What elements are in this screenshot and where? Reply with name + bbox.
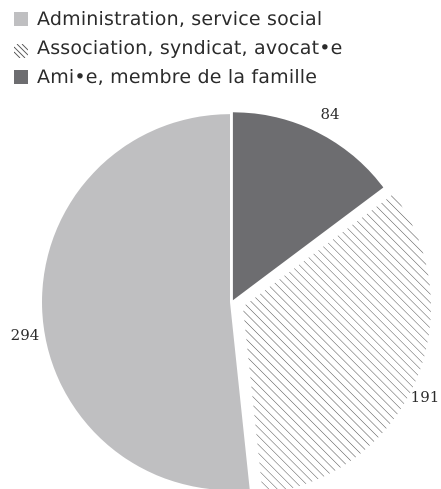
data-label-administration: 294: [11, 326, 40, 344]
legend-swatch-association: [13, 41, 29, 58]
legend-item-administration: Administration, service social: [14, 4, 343, 33]
legend: Administration, service social Associati…: [13, 4, 343, 91]
data-label-association: 191: [411, 388, 440, 406]
legend-swatch-amie: [14, 69, 28, 84]
legend-label-administration: Administration, service social: [37, 7, 323, 30]
pie-slice-administration: [42, 114, 250, 489]
legend-swatch-administration: [14, 11, 28, 26]
legend-item-association: Association, syndicat, avocat•e: [13, 33, 343, 62]
pie-slice-amie: [232, 112, 384, 301]
legend-label-amie: Ami•e, membre de la famille: [37, 65, 318, 88]
data-label-amie: 84: [320, 105, 339, 123]
legend-label-association: Association, syndicat, avocat•e: [37, 36, 343, 59]
legend-item-amie: Ami•e, membre de la famille: [14, 62, 343, 91]
pie-slice-association: [242, 194, 431, 489]
